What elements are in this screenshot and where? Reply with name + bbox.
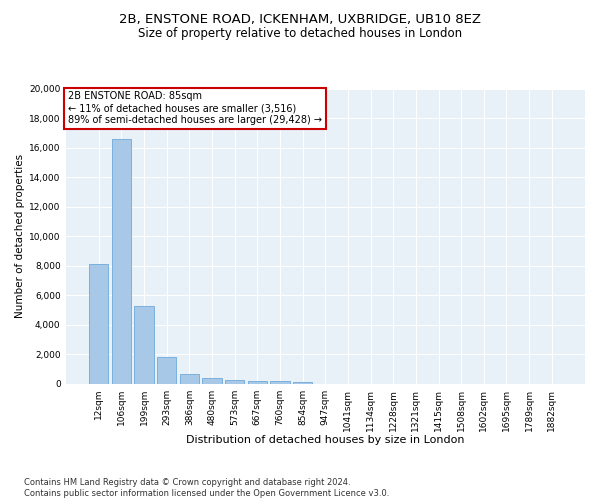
- Bar: [134, 306, 154, 384]
- Text: 2B ENSTONE ROAD: 85sqm
← 11% of detached houses are smaller (3,516)
89% of semi-: 2B ENSTONE ROAD: 85sqm ← 11% of detached…: [68, 92, 322, 124]
- Bar: [271, 381, 290, 384]
- X-axis label: Distribution of detached houses by size in London: Distribution of detached houses by size …: [186, 435, 464, 445]
- Bar: [225, 380, 244, 384]
- Text: Size of property relative to detached houses in London: Size of property relative to detached ho…: [138, 28, 462, 40]
- Bar: [89, 264, 109, 384]
- Bar: [202, 378, 221, 384]
- Bar: [293, 382, 312, 384]
- Text: 2B, ENSTONE ROAD, ICKENHAM, UXBRIDGE, UB10 8EZ: 2B, ENSTONE ROAD, ICKENHAM, UXBRIDGE, UB…: [119, 12, 481, 26]
- Bar: [180, 374, 199, 384]
- Y-axis label: Number of detached properties: Number of detached properties: [15, 154, 25, 318]
- Bar: [112, 138, 131, 384]
- Bar: [157, 356, 176, 384]
- Bar: [248, 380, 267, 384]
- Text: Contains HM Land Registry data © Crown copyright and database right 2024.
Contai: Contains HM Land Registry data © Crown c…: [24, 478, 389, 498]
